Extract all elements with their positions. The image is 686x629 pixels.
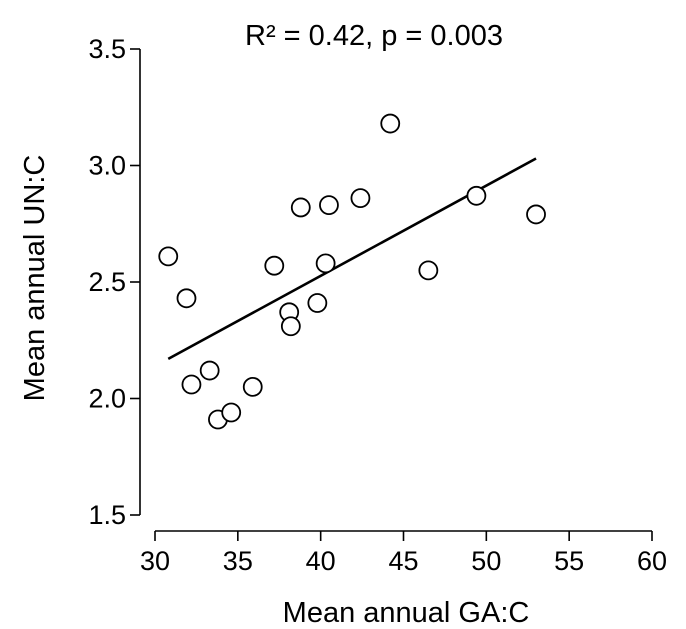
x-tick-label: 45 [388,546,418,576]
data-point [315,253,336,274]
data-point [199,360,220,381]
x-tick-label: 35 [223,546,253,576]
data-point [242,376,263,397]
data-point [280,316,301,337]
chart-title: R² = 0.42, p = 0.003 [245,20,503,52]
x-tick-label: 55 [554,546,584,576]
y-axis-title: Mean annual UN:C [19,155,51,402]
data-point [181,374,202,395]
x-tick-label: 40 [306,546,336,576]
y-tick-label: 2.5 [88,267,126,297]
data-point [158,246,179,267]
x-tick-label: 60 [637,546,667,576]
data-point [176,288,197,309]
data-point [418,260,439,281]
x-axis: 30 35 40 45 50 55 60 [140,530,667,576]
y-axis: 1.5 2.0 2.5 3.0 3.5 [88,34,141,530]
data-points [158,113,546,430]
y-tick-label: 3.0 [88,151,126,181]
y-tick-label: 1.5 [88,500,126,530]
data-point [221,402,242,423]
data-point [350,188,371,209]
y-tick-label: 3.5 [88,34,126,64]
x-axis-title: Mean annual GA:C [283,597,530,629]
data-point [319,195,339,216]
x-tick-label: 30 [140,546,170,576]
data-point [307,293,328,313]
y-tick-label: 2.0 [88,384,126,414]
data-point [290,197,311,218]
data-point [264,255,285,276]
x-tick-label: 50 [471,546,501,576]
data-point [466,185,487,206]
data-point [380,113,401,134]
data-point [526,204,546,225]
